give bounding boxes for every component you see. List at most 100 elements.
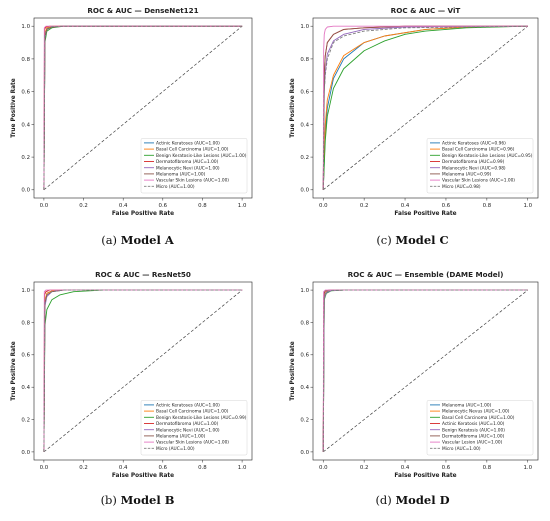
y-tick-label: 1.0	[300, 24, 309, 30]
legend-entry: Vascular Skin Lesions (AUC=1.00)	[442, 178, 515, 184]
plot-area-frame	[33, 281, 253, 461]
roc-curve-series-5	[322, 25, 528, 190]
y-tick-label: 0.4	[300, 122, 309, 128]
x-tick-label: 0.4	[119, 203, 128, 209]
legend-entry: Dermatofibroma (AUC=1.00)	[156, 159, 219, 165]
legend-entry: Melanoma (AUC=0.99)	[442, 172, 492, 178]
x-tick-label: 0.4	[119, 465, 128, 471]
y-tick-label: 0.2	[21, 155, 30, 161]
legend-entry: Dermatofibroma (AUC=1.00)	[156, 421, 219, 427]
legend-entry: Melanocytic Nevi (AUC=1.00)	[156, 427, 220, 433]
x-axis-label: False Positive Rate	[112, 211, 174, 217]
y-axis-label: True Positive Rate	[11, 78, 17, 138]
legend-entry: Micro (AUC=1.00)	[156, 184, 195, 190]
legend-entry: Micro (AUC=1.00)	[156, 446, 195, 452]
y-tick-label: 0.6	[300, 90, 309, 96]
legend-entry: Melanoma (AUC=1.00)	[442, 403, 492, 409]
x-axis-label: False Positive Rate	[112, 473, 174, 479]
roc-curve-series-7	[322, 25, 528, 190]
legend-entry: Melanoma (AUC=1.00)	[156, 172, 206, 178]
legend-entry: Actinic Keratoses (AUC=1.00)	[156, 141, 220, 147]
y-tick-label: 0.6	[300, 353, 309, 359]
legend-entry: Benign Keratosis-Like Lesions (AUC=0.95)	[442, 153, 533, 159]
caption-model-b-name: Model B	[120, 493, 175, 507]
x-tick-label: 0.2	[79, 465, 88, 471]
chance-diagonal-line	[43, 289, 243, 453]
legend-frame	[140, 400, 248, 456]
y-tick-label: 0.8	[300, 57, 309, 63]
y-tick-label: 0.0	[300, 188, 309, 194]
roc-curve-series-8	[322, 25, 528, 190]
roc-curve-series-8	[322, 289, 528, 452]
y-tick-label: 0.0	[300, 450, 309, 456]
legend-entry: Basal Cell Carcinoma (AUC=1.00)	[156, 409, 229, 415]
chart-legend: Actinic Keratoses (AUC=1.00)Basal Cell C…	[140, 138, 248, 194]
roc-panel-densenet121: ROC & AUC — DenseNet121 0.0 0.0 0.2 0.2 0.4 0.…	[11, 6, 253, 217]
y-tick-label: 0.2	[21, 417, 30, 423]
x-tick-label: 1.0	[238, 465, 247, 471]
chance-diagonal-line	[323, 25, 528, 191]
chart-legend: Actinic Keratoses (AUC=0.96)Basal Cell C…	[426, 138, 534, 194]
roc-curve-series-2	[322, 25, 528, 190]
legend-entry: Actinic Keratosis (AUC=1.00)	[442, 421, 505, 427]
caption-model-d: (d) Model D	[375, 493, 450, 507]
x-tick-label: 0.8	[198, 203, 207, 209]
chart-title: ROC & AUC — Ensemble (DAME Model)	[348, 270, 504, 279]
legend-entry: Benign Keratosis-Like Lesions (AUC=0.99)	[156, 415, 247, 421]
legend-entry: Basal Cell Carcinoma (AUC=1.00)	[156, 147, 229, 153]
legend-frame	[140, 138, 248, 194]
y-tick-label: 1.0	[300, 288, 309, 294]
legend-entry: Micro (AUC=0.98)	[442, 184, 481, 190]
y-tick-label: 0.2	[300, 155, 309, 161]
y-tick-label: 0.6	[21, 90, 30, 96]
legend-entry: Actinic Keratoses (AUC=1.00)	[156, 403, 220, 409]
x-axis-label: False Positive Rate	[394, 473, 456, 479]
chart-title: ROC & AUC — ResNet50	[95, 270, 191, 279]
legend-entry: Basal Cell Carcinoma (AUC=0.96)	[442, 147, 515, 153]
y-tick-label: 0.4	[21, 122, 30, 128]
chance-diagonal-line	[323, 289, 528, 453]
caption-model-c: (c) Model C	[376, 233, 449, 247]
x-tick-label: 1.0	[523, 203, 532, 209]
legend-entry: Dermatofibroma (AUC=0.99)	[442, 159, 505, 165]
x-tick-label: 0.2	[360, 465, 369, 471]
x-tick-label: 0.6	[442, 465, 451, 471]
roc-panel-vit: ROC & AUC — ViT 0.0 0.0 0.2 0.2 0.4 0.4 0.6 0.6 0…	[290, 6, 539, 217]
legend-entry: Melanocytic Nevi (AUC=0.98)	[442, 165, 506, 171]
legend-frame	[426, 400, 534, 456]
plot-area-frame	[33, 17, 253, 199]
legend-entry: Benign Keratosis (AUC=1.00)	[442, 427, 505, 433]
roc-curve-series-3	[322, 25, 528, 190]
legend-entry: Benign Keratosis-Like Lesions (AUC=1.00)	[156, 153, 247, 159]
x-tick-label: 0.0	[319, 465, 328, 471]
plot-area-frame	[312, 281, 539, 461]
x-tick-label: 0.2	[360, 203, 369, 209]
legend-entry: Micro (AUC=1.00)	[442, 446, 481, 452]
x-tick-label: 0.0	[40, 203, 49, 209]
x-tick-label: 0.4	[401, 203, 410, 209]
x-tick-label: 0.8	[198, 465, 207, 471]
y-tick-label: 0.0	[21, 450, 30, 456]
y-axis-label: True Positive Rate	[290, 341, 296, 401]
x-tick-label: 0.4	[401, 465, 410, 471]
y-tick-label: 1.0	[21, 24, 30, 30]
y-tick-label: 0.8	[300, 320, 309, 326]
x-tick-label: 1.0	[238, 203, 247, 209]
y-tick-label: 1.0	[21, 288, 30, 294]
chart-legend: Melanoma (AUC=1.00)Melanocytic Nevus (AU…	[426, 400, 534, 456]
caption-model-a-name: Model A	[120, 233, 174, 247]
y-axis-label: True Positive Rate	[11, 341, 17, 401]
y-tick-label: 0.2	[300, 417, 309, 423]
x-tick-label: 1.0	[523, 465, 532, 471]
y-axis-label: True Positive Rate	[290, 78, 296, 138]
chart-title: ROC & AUC — ViT	[391, 6, 461, 15]
legend-entry: Vascular Skin Lesions (AUC=1.00)	[156, 178, 229, 184]
legend-frame	[426, 138, 534, 194]
x-tick-label: 0.6	[159, 465, 168, 471]
roc-curve-series-8	[43, 25, 243, 190]
legend-entry: Melanoma (AUC=1.00)	[156, 434, 206, 440]
legend-entry: Actinic Keratoses (AUC=0.96)	[442, 141, 506, 147]
x-tick-label: 0.6	[159, 203, 168, 209]
x-axis-label: False Positive Rate	[394, 211, 456, 217]
